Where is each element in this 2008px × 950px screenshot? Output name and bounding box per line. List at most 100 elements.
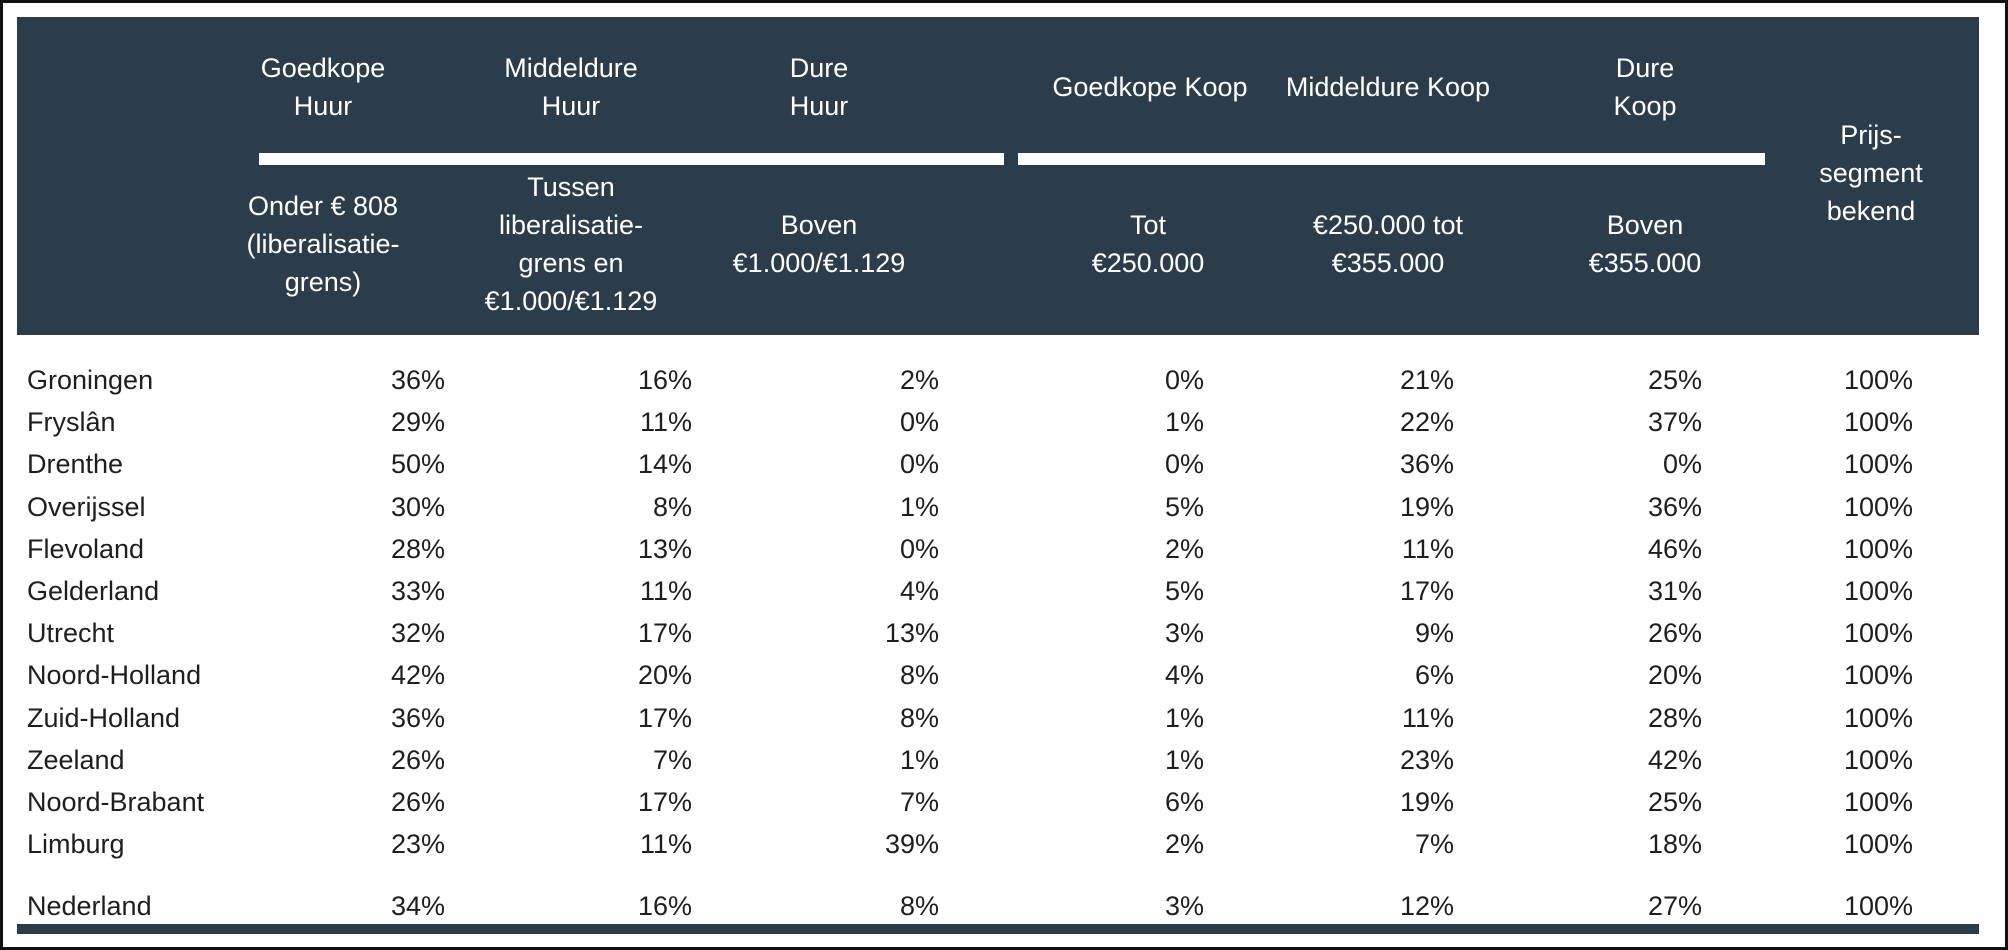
cell-value: 25% [1647, 787, 1702, 817]
cell-value: 13% [884, 618, 939, 649]
cell-value: 20% [637, 660, 692, 691]
cell-value: 4% [1164, 660, 1204, 691]
row-label: Groningen [27, 365, 154, 395]
cell-value: 34% [390, 891, 445, 921]
row-label: Nederland [27, 891, 152, 921]
header-divider-huur [259, 153, 1004, 165]
col-middeldure-koop: Middeldure Koop [1285, 72, 1491, 102]
cell-value: 28% [1647, 702, 1702, 733]
cell-value: 100% [1843, 787, 1913, 817]
cell-value: 42% [390, 660, 445, 691]
row-label: Utrecht [27, 618, 115, 649]
cell-value: 13% [637, 533, 692, 564]
cell-value: 1% [1164, 702, 1204, 733]
table-row: Drenthe 50% 14% 0% 0% 36% 0% 100% [17, 443, 1979, 485]
cell-value: 18% [1647, 829, 1702, 860]
table-row: Fryslân 29% 11% 0% 1% 22% 37% 100% [17, 401, 1979, 443]
row-label: Limburg [27, 829, 125, 860]
table-row: Noord-Brabant 26% 17% 7% 6% 19% 25% 100% [17, 781, 1979, 823]
cell-value: 100% [1843, 618, 1913, 649]
cell-value: 8% [652, 491, 692, 522]
table-row: Overijssel 30% 8% 1% 5% 19% 36% 100% [17, 486, 1979, 528]
table-row: Zuid-Holland 36% 17% 8% 1% 11% 28% 100% [17, 697, 1979, 739]
cell-value: 36% [390, 365, 445, 395]
cell-value: 28% [390, 533, 445, 564]
cell-value: 1% [1164, 407, 1204, 438]
cell-value: 25% [1647, 365, 1702, 395]
cell-value: 0% [899, 449, 939, 480]
cell-value: 20% [1647, 660, 1702, 691]
table-row: Utrecht 32% 17% 13% 3% 9% 26% 100% [17, 612, 1979, 654]
cell-value: 100% [1843, 365, 1913, 395]
cell-value: 2% [1164, 533, 1204, 564]
cell-value: 0% [1164, 449, 1204, 480]
cell-value: 7% [899, 787, 939, 817]
cell-value: 23% [1399, 744, 1454, 775]
sub-tussen-liberalisatiegrens: Tussen liberalisatie- grens en €1.000/€1… [484, 172, 658, 316]
cell-value: 12% [1399, 891, 1454, 921]
row-label: Noord-Holland [27, 660, 202, 691]
cell-value: 11% [1401, 533, 1454, 564]
table-bottom-rule [17, 924, 1979, 934]
table-row: Gelderland 33% 11% 4% 5% 17% 31% 100% [17, 570, 1979, 612]
cell-value: 30% [390, 491, 445, 522]
table-header: Goedkope Huur Middeldure Huur Dure Huur … [17, 17, 1979, 335]
cell-value: 26% [1647, 618, 1702, 649]
cell-value: 1% [1164, 744, 1204, 775]
col-goedkope-huur: Goedkope Huur [260, 53, 386, 121]
cell-value: 100% [1843, 576, 1913, 606]
table-row: Flevoland 28% 13% 0% 2% 11% 46% 100% [17, 528, 1979, 570]
cell-value: 100% [1843, 407, 1913, 438]
cell-value: 0% [1164, 365, 1204, 395]
cell-value: 26% [390, 744, 445, 775]
cell-value: 8% [899, 660, 939, 691]
cell-value: 100% [1843, 891, 1913, 921]
cell-value: 16% [637, 891, 692, 921]
cell-value: 100% [1843, 491, 1913, 522]
col-dure-koop: Dure Koop [1613, 53, 1677, 121]
cell-value: 100% [1843, 829, 1913, 860]
row-label: Drenthe [27, 449, 124, 480]
cell-value: 11% [639, 407, 692, 438]
cell-value: 14% [637, 449, 692, 480]
sub-boven-355000: Boven €355.000 [1588, 210, 1702, 278]
cell-value: 36% [1647, 491, 1702, 522]
row-label: Zeeland [27, 744, 125, 775]
cell-value: 17% [637, 702, 692, 733]
col-goedkope-koop: Goedkope Koop [1052, 72, 1248, 102]
cell-value: 42% [1647, 744, 1702, 775]
cell-value: 100% [1843, 744, 1913, 775]
cell-value: 26% [390, 787, 445, 817]
cell-value: 2% [1164, 829, 1204, 860]
cell-value: 11% [639, 576, 692, 606]
cell-value: 32% [390, 618, 445, 649]
cell-value: 100% [1843, 660, 1913, 691]
cell-value: 9% [1414, 618, 1454, 649]
table-row: Zeeland 26% 7% 1% 1% 23% 42% 100% [17, 739, 1979, 781]
cell-value: 0% [899, 533, 939, 564]
cell-value: 36% [390, 702, 445, 733]
cell-value: 0% [899, 407, 939, 438]
sub-boven-1000: Boven €1.000/€1.129 [732, 210, 906, 278]
row-label: Flevoland [27, 533, 145, 564]
cell-value: 23% [390, 829, 445, 860]
cell-value: 1% [899, 744, 939, 775]
cell-value: 50% [390, 449, 445, 480]
cell-value: 4% [899, 576, 939, 606]
cell-value: 37% [1647, 407, 1702, 438]
sub-250000-tot-355000: €250.000 tot €355.000 [1312, 210, 1464, 278]
cell-value: 33% [390, 576, 445, 606]
sub-tot-250000: Tot €250.000 [1091, 210, 1205, 278]
row-label: Zuid-Holland [27, 702, 181, 733]
cell-value: 2% [899, 365, 939, 395]
cell-value: 46% [1647, 533, 1702, 564]
cell-value: 27% [1647, 891, 1702, 921]
cell-value: 8% [899, 891, 939, 921]
cell-value: 17% [637, 618, 692, 649]
cell-value: 7% [1414, 829, 1454, 860]
cell-value: 7% [652, 744, 692, 775]
cell-value: 1% [899, 491, 939, 522]
cell-value: 36% [1399, 449, 1454, 480]
table-row: Groningen 36% 16% 2% 0% 21% 25% 100% [17, 359, 1979, 401]
